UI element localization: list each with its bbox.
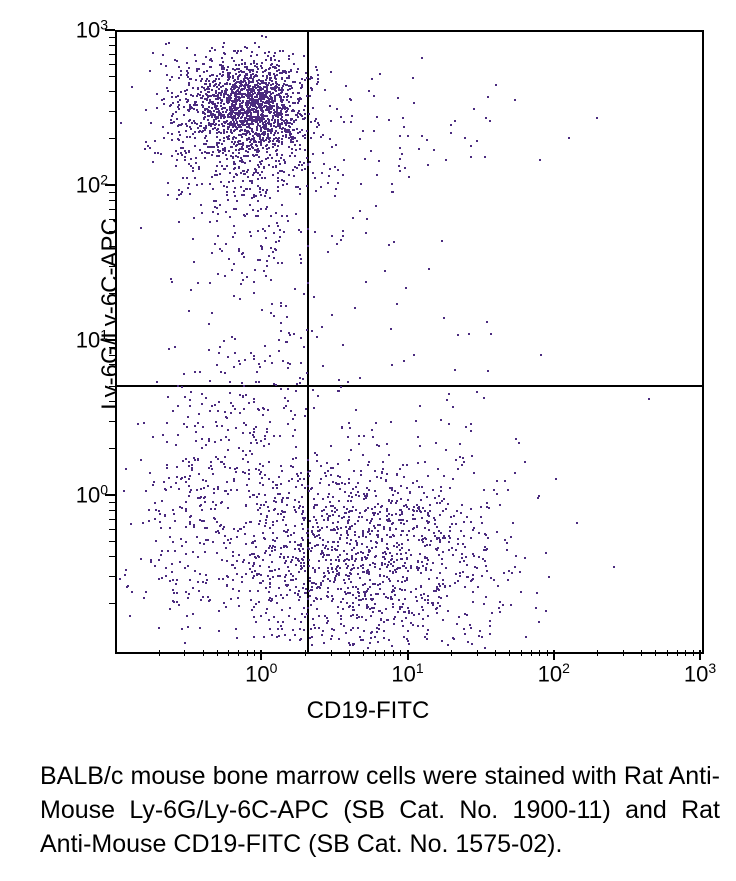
y-tick <box>105 29 115 31</box>
x-tick <box>407 650 409 660</box>
y-tick-label: 103 <box>76 16 108 43</box>
figure-container: Ly-6G/Ly-6C-APC CD19-FITC 10010110210310… <box>20 20 716 861</box>
plot-wrapper: Ly-6G/Ly-6C-APC CD19-FITC 10010110210310… <box>20 20 716 740</box>
y-tick-label: 102 <box>76 171 108 198</box>
scatter-plot-area <box>115 30 704 654</box>
x-tick-label: 103 <box>684 660 716 687</box>
quadrant-line-horizontal <box>117 385 702 387</box>
y-tick <box>105 494 115 496</box>
x-tick <box>699 650 701 660</box>
y-tick-label: 101 <box>76 326 108 353</box>
x-tick <box>553 650 555 660</box>
x-tick-label: 100 <box>245 660 277 687</box>
figure-caption: BALB/c mouse bone marrow cells were stai… <box>20 760 720 861</box>
y-tick <box>105 184 115 186</box>
x-tick <box>260 650 262 660</box>
x-tick-label: 101 <box>391 660 423 687</box>
x-tick-label: 102 <box>538 660 570 687</box>
y-tick <box>105 339 115 341</box>
x-axis-label: CD19-FITC <box>307 697 430 725</box>
y-tick-label: 100 <box>76 481 108 508</box>
